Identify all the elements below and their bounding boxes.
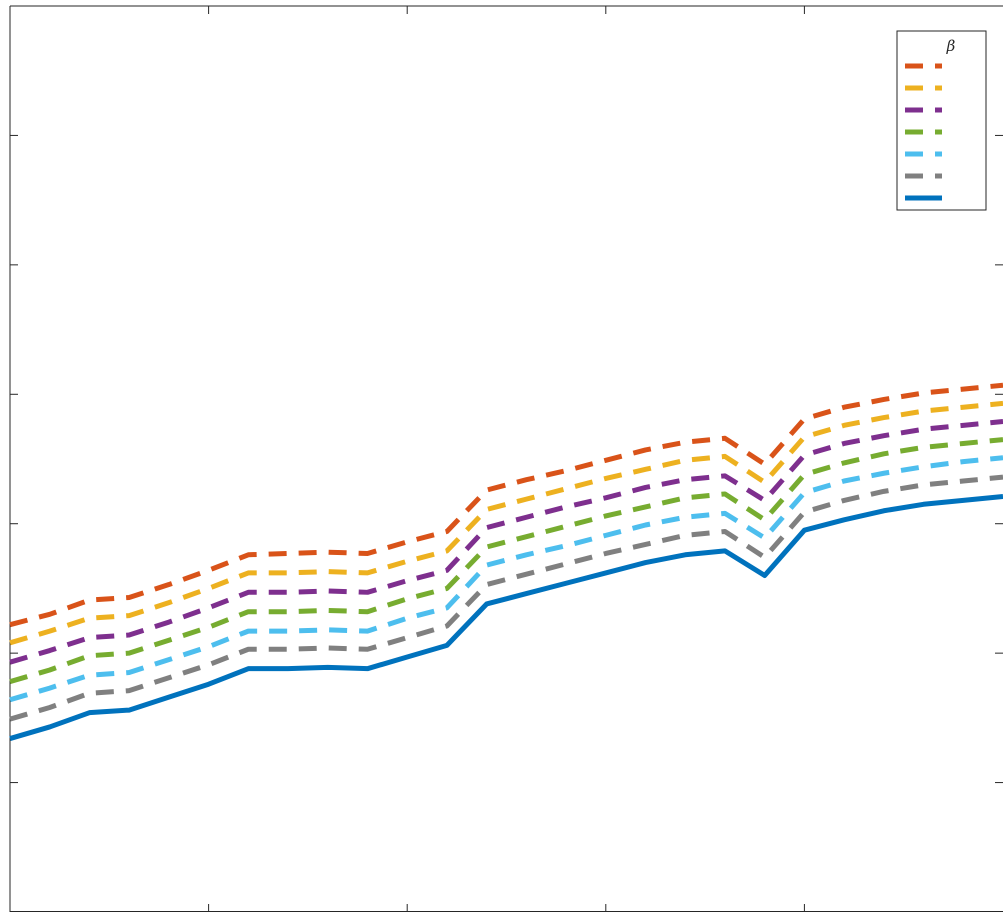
series-line-5 xyxy=(9,455,1003,703)
series-line-3 xyxy=(9,418,1003,665)
tick-marks xyxy=(10,6,1003,912)
series-line-4 xyxy=(9,437,1003,685)
plot-series xyxy=(9,382,1003,741)
legend: β xyxy=(896,30,987,211)
legend-box xyxy=(896,30,987,211)
legend-entries xyxy=(905,63,942,201)
legend-title: β xyxy=(946,37,956,55)
series-line-7 xyxy=(9,494,1003,741)
